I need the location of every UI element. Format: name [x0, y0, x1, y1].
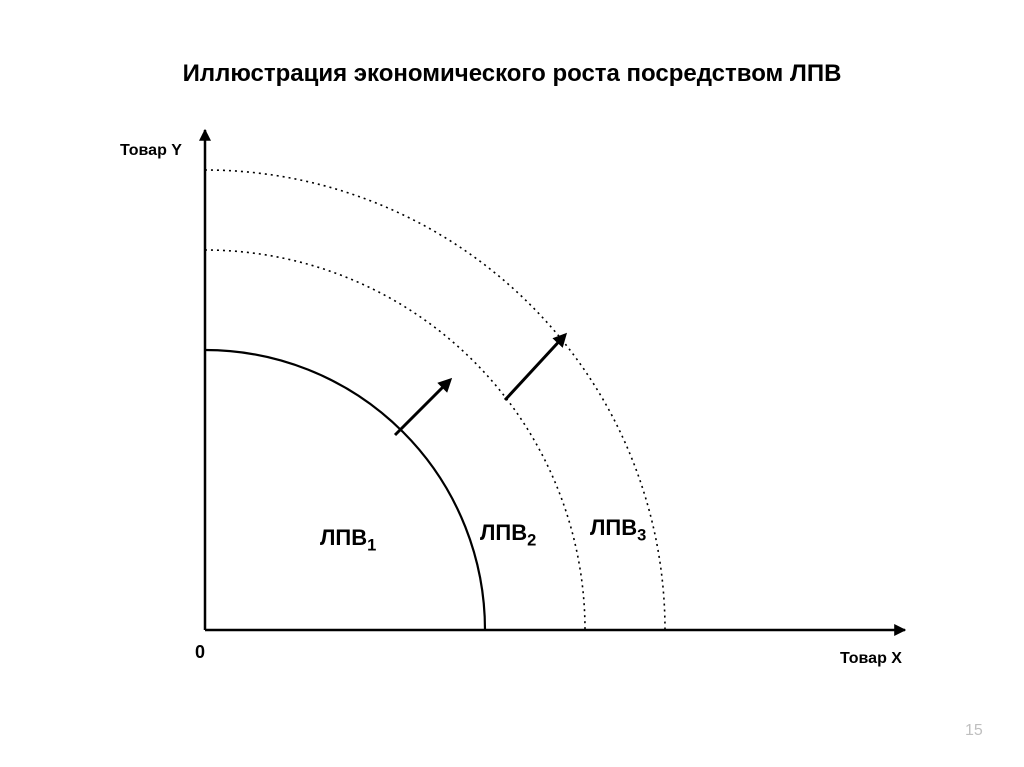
lpv1-base: ЛПВ	[320, 525, 367, 550]
curve-lpv3	[205, 170, 665, 630]
lpv3-sub: 3	[637, 526, 646, 544]
curve-label-lpv1: ЛПВ1	[320, 525, 376, 555]
page-number: 15	[965, 722, 983, 740]
curve-lpv2	[205, 250, 585, 630]
lpv3-base: ЛПВ	[590, 515, 637, 540]
origin-label: 0	[195, 642, 205, 663]
lpv2-sub: 2	[527, 531, 536, 549]
growth-arrow-2	[505, 335, 565, 400]
lpv1-sub: 1	[367, 536, 376, 554]
curve-label-lpv3: ЛПВ3	[590, 515, 646, 545]
curve-label-lpv2: ЛПВ2	[480, 520, 536, 550]
curve-lpv1	[205, 350, 485, 630]
lpv2-base: ЛПВ	[480, 520, 527, 545]
y-axis-label: Товар Y	[120, 142, 182, 160]
x-axis-label: Товар X	[840, 650, 902, 668]
growth-arrow-1	[395, 380, 450, 435]
